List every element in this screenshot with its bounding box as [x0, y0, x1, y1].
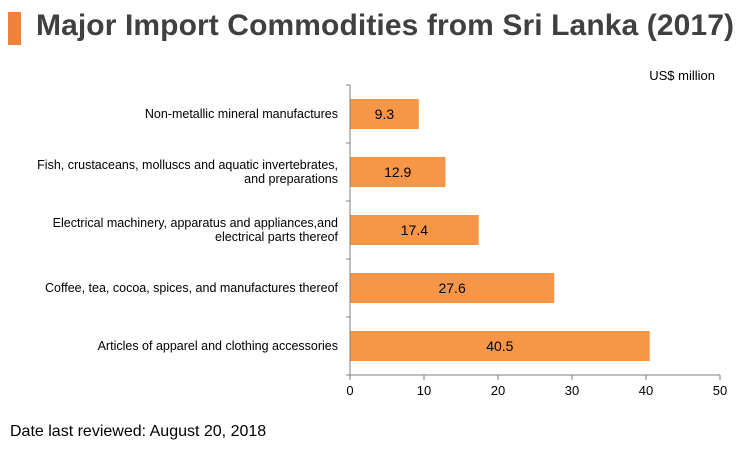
- bar-value-label: 17.4: [401, 222, 428, 238]
- unit-label: US$ million: [649, 68, 715, 83]
- bar-value-label: 9.3: [375, 106, 395, 122]
- bar: [350, 331, 650, 361]
- category-label: electrical parts thereof: [215, 230, 339, 244]
- x-tick-label: 50: [713, 383, 727, 398]
- bar: [350, 273, 555, 303]
- bar-value-label: 27.6: [438, 280, 465, 296]
- category-label: Non-metallic mineral manufactures: [145, 107, 338, 121]
- x-tick-label: 20: [491, 383, 505, 398]
- bar: [350, 215, 479, 245]
- bar-value-label: 40.5: [486, 338, 513, 354]
- category-label: Coffee, tea, cocoa, spices, and manufact…: [45, 281, 339, 295]
- category-label: Electrical machinery, apparatus and appl…: [53, 216, 338, 230]
- category-label: and preparations: [244, 172, 338, 186]
- category-label: Articles of apparel and clothing accesso…: [98, 339, 338, 353]
- category-label: Fish, crustaceans, molluscs and aquatic …: [37, 158, 338, 172]
- bar: [350, 99, 419, 129]
- x-tick-label: 0: [346, 383, 353, 398]
- x-tick-label: 10: [417, 383, 431, 398]
- title-accent-bar: [8, 12, 21, 45]
- footnote: Date last reviewed: August 20, 2018: [10, 423, 267, 440]
- x-tick-label: 30: [565, 383, 579, 398]
- bar: [350, 157, 446, 187]
- bar-value-label: 12.9: [384, 164, 411, 180]
- chart-title: Major Import Commodities from Sri Lanka …: [36, 9, 735, 42]
- x-tick-label: 40: [639, 383, 653, 398]
